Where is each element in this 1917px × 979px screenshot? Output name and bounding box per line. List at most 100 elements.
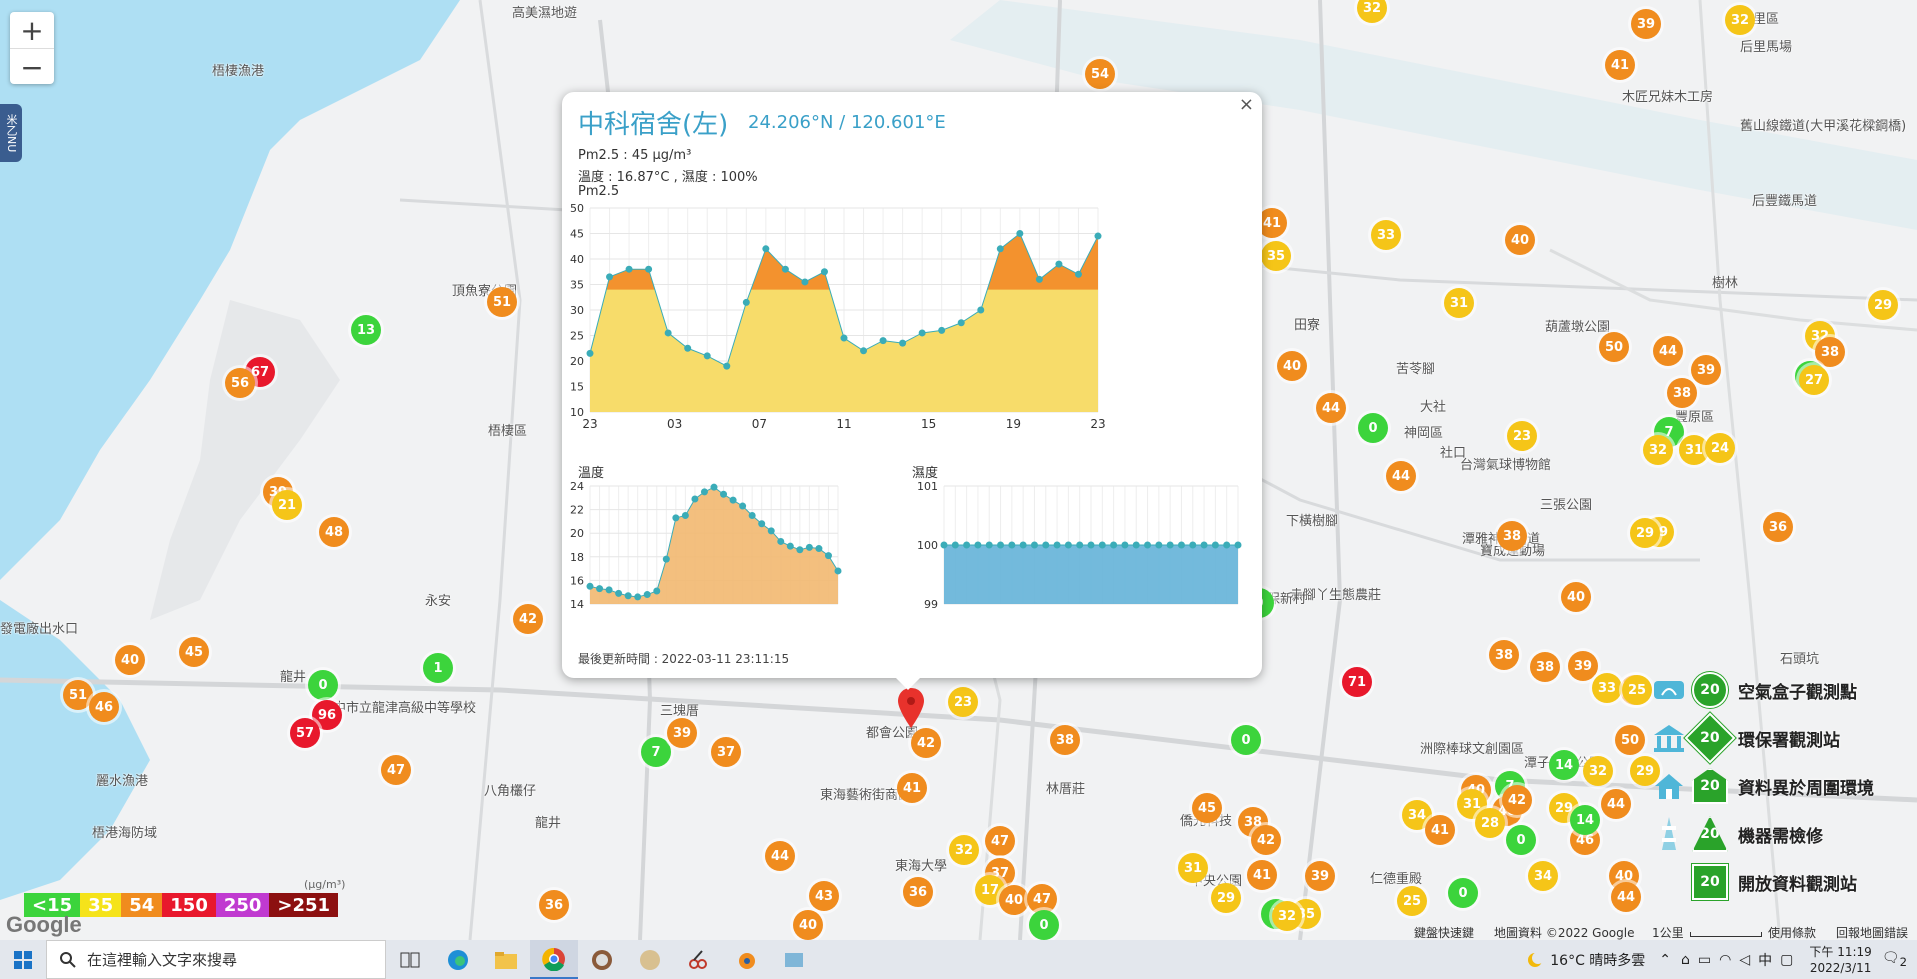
aq-marker[interactable]: 41 (1247, 860, 1277, 890)
zoom-out-button[interactable]: − (20, 50, 44, 84)
aq-marker[interactable]: 43 (809, 881, 839, 911)
aq-marker[interactable]: 36 (539, 890, 569, 920)
taskbar-clock[interactable]: 下午 11:19 2022/3/11 (1809, 944, 1871, 976)
network-icon[interactable]: ⌂ (1681, 951, 1690, 968)
aq-marker[interactable]: 38 (1050, 725, 1080, 755)
aq-marker[interactable]: 36 (1763, 512, 1793, 542)
volume-icon[interactable]: ◁ (1739, 951, 1751, 968)
aq-marker[interactable]: 39 (1568, 651, 1598, 681)
aq-marker[interactable]: 36 (903, 877, 933, 907)
map-canvas[interactable]: 高美濕地遊 梧棲漁港 頂魚寮公園 梧棲區 永安 發電廠出水口 龍井 臺中市立龍津高級中等學校麗… (0, 0, 1917, 940)
aq-marker[interactable]: 40 (115, 645, 145, 675)
aq-marker[interactable]: 40 (1505, 225, 1535, 255)
start-button[interactable] (0, 940, 46, 979)
keyboard-shortcuts-link[interactable]: 鍵盤快速鍵 (1414, 926, 1475, 940)
aq-marker[interactable]: 45 (1192, 793, 1222, 823)
aq-marker[interactable]: 44 (1316, 393, 1346, 423)
aq-marker[interactable]: 38 (1667, 378, 1697, 408)
aq-marker[interactable]: 24 (1705, 433, 1735, 463)
aq-marker[interactable]: 41 (1605, 50, 1635, 80)
aq-marker[interactable]: 35 (1261, 241, 1291, 271)
aq-marker[interactable]: 45 (179, 637, 209, 667)
selected-location-pin[interactable] (898, 688, 924, 728)
aq-marker[interactable]: 46 (89, 692, 119, 722)
aq-marker[interactable]: 47 (1027, 884, 1057, 914)
aq-marker[interactable]: 38 (1489, 640, 1519, 670)
aq-marker[interactable]: 37 (711, 737, 741, 767)
aq-marker[interactable]: 1 (423, 653, 453, 683)
aq-marker[interactable]: 29 (1211, 883, 1241, 913)
aq-marker[interactable]: 33 (1371, 220, 1401, 250)
zoom-in-button[interactable]: + (10, 12, 54, 49)
aq-marker[interactable]: 41 (897, 773, 927, 803)
aq-marker[interactable]: 32 (1583, 756, 1613, 786)
wifi-icon[interactable]: ◠ (1719, 951, 1732, 968)
aq-marker[interactable]: 32 (1643, 435, 1673, 465)
aq-marker[interactable]: 13 (351, 315, 381, 345)
aq-marker[interactable]: 40 (1277, 351, 1307, 381)
aq-marker[interactable]: 32 (1357, 0, 1387, 23)
input-mode-icon[interactable]: ▢ (1780, 951, 1794, 968)
aq-marker[interactable]: 47 (381, 755, 411, 785)
aq-marker[interactable]: 42 (911, 728, 941, 758)
aq-marker[interactable]: 29 (1868, 290, 1898, 320)
chevron-up-icon[interactable]: ⌃ (1659, 951, 1672, 968)
aq-marker[interactable]: 23 (948, 687, 978, 717)
aq-marker[interactable]: 44 (1611, 882, 1641, 912)
aq-marker[interactable]: 44 (1386, 461, 1416, 491)
aq-marker[interactable]: 0 (1231, 725, 1261, 755)
aq-marker[interactable]: 14 (1570, 805, 1600, 835)
aq-marker[interactable]: 42 (513, 604, 543, 634)
file-explorer-button[interactable] (482, 940, 530, 979)
popup-close-button[interactable]: × (1238, 94, 1254, 115)
aq-marker[interactable]: 32 (1272, 901, 1302, 931)
aq-marker[interactable]: 17 (975, 875, 1005, 905)
aq-marker[interactable]: 31 (1178, 853, 1208, 883)
battery-icon[interactable]: ▭ (1697, 951, 1712, 968)
aq-marker[interactable]: 41 (1425, 815, 1455, 845)
chrome-taskbar-button[interactable] (530, 940, 578, 979)
aq-marker[interactable]: 23 (1507, 421, 1537, 451)
aq-marker[interactable]: 29 (1630, 756, 1660, 786)
app-button-5[interactable] (770, 940, 818, 979)
aq-marker[interactable]: 0 (308, 670, 338, 700)
aq-marker[interactable]: 39 (1305, 861, 1335, 891)
aq-marker[interactable]: 29 (1630, 518, 1660, 548)
aq-marker[interactable]: 7 (641, 737, 671, 767)
aq-marker[interactable]: 40 (999, 885, 1029, 915)
aq-marker[interactable]: 0 (1448, 878, 1478, 908)
aq-marker[interactable]: 56 (225, 368, 255, 398)
aq-marker[interactable]: 31 (1679, 435, 1709, 465)
aq-marker[interactable]: 14 (1549, 750, 1579, 780)
aq-marker[interactable]: 0 (1358, 413, 1388, 443)
aq-marker[interactable]: 51 (487, 287, 517, 317)
aq-marker[interactable]: 54 (1085, 59, 1115, 89)
aq-marker[interactable]: 50 (1615, 725, 1645, 755)
edge-taskbar-button[interactable] (434, 940, 482, 979)
aq-marker[interactable]: 51 (63, 680, 93, 710)
aq-marker[interactable]: 38 (1815, 337, 1845, 367)
aq-marker[interactable]: 44 (765, 841, 795, 871)
aq-marker[interactable]: 33 (1592, 673, 1622, 703)
aq-marker[interactable]: 44 (1601, 789, 1631, 819)
side-panel-tab[interactable]: 米乙NU (0, 104, 22, 162)
aq-marker[interactable]: 57 (290, 718, 320, 748)
aq-marker[interactable]: 38 (1530, 652, 1560, 682)
app-button-2[interactable] (626, 940, 674, 979)
aq-marker[interactable]: 48 (319, 517, 349, 547)
app-button-3[interactable] (674, 940, 722, 979)
app-button-4[interactable] (722, 940, 770, 979)
aq-marker[interactable]: 40 (1561, 582, 1591, 612)
aq-marker[interactable]: 38 (1497, 521, 1527, 551)
aq-marker[interactable]: 0 (1029, 910, 1059, 940)
aq-marker[interactable]: 40 (793, 910, 823, 940)
aq-marker[interactable]: 28 (1475, 808, 1505, 838)
aq-marker[interactable]: 25 (1622, 675, 1652, 705)
aq-marker[interactable]: 50 (1599, 332, 1629, 362)
aq-marker[interactable]: 27 (1799, 365, 1829, 395)
aq-marker[interactable]: 39 (1691, 355, 1721, 385)
aq-marker[interactable]: 39 (667, 718, 697, 748)
aq-marker[interactable]: 34 (1528, 861, 1558, 891)
aq-marker[interactable]: 21 (272, 490, 302, 520)
aq-marker[interactable]: 42 (1251, 825, 1281, 855)
